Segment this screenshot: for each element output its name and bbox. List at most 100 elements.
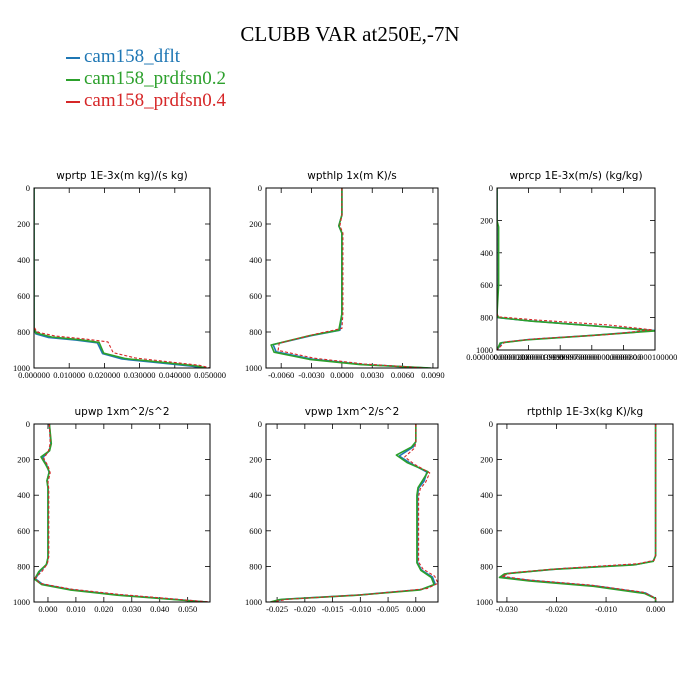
y-tick-label: 0 bbox=[258, 419, 262, 429]
x-tick-label: 0.040 bbox=[150, 604, 169, 614]
y-tick-label: 400 bbox=[480, 248, 493, 258]
x-tick-label: 0.000100000 bbox=[633, 352, 678, 362]
x-tick-label: 0.000000 bbox=[18, 370, 50, 380]
x-tick-label: -0.020 bbox=[294, 604, 316, 614]
y-tick-label: 800 bbox=[249, 561, 262, 571]
x-tick-label: -0.010 bbox=[595, 604, 617, 614]
x-tick-label: 0.020 bbox=[94, 604, 113, 614]
x-tick-label: 0.020000 bbox=[88, 370, 120, 380]
panel-title: wpthlp 1x(m K)/s bbox=[307, 170, 397, 182]
y-tick-label: 200 bbox=[480, 455, 493, 465]
x-tick-label: 0.050000 bbox=[194, 370, 226, 380]
series-line-cam158_prdfsn0.2 bbox=[270, 424, 435, 602]
x-tick-label: 0.050 bbox=[178, 604, 197, 614]
y-tick-label: 1000 bbox=[13, 597, 30, 607]
y-tick-label: 0 bbox=[26, 419, 30, 429]
x-tick-label: 0.0000800 bbox=[605, 352, 641, 362]
series-group bbox=[34, 188, 210, 368]
panel-1: wprtp 1E-3x(m kg)/(s kg) 0 200 400 600 800 100… bbox=[13, 170, 226, 380]
series-line-cam158_prdfsn0.2 bbox=[270, 188, 431, 368]
series-group bbox=[497, 188, 655, 350]
legend-item-prdfsn02: cam158_prdfsn0.2 bbox=[66, 68, 226, 90]
y-tick-label: 0 bbox=[258, 183, 262, 193]
panel-frame bbox=[33, 187, 211, 369]
series-line-cam158_prdfsn0.4 bbox=[34, 188, 210, 368]
panel-title: wprtp 1E-3x(m kg)/(s kg) bbox=[56, 170, 187, 182]
x-tick-label: 0.0060 bbox=[391, 370, 414, 380]
x-tick-label: 0.0090 bbox=[421, 370, 444, 380]
y-tick-label: 0 bbox=[489, 183, 493, 193]
y-tick-label: 600 bbox=[17, 291, 30, 301]
legend-swatch bbox=[66, 56, 80, 59]
legend-label: cam158_dflt bbox=[84, 46, 181, 67]
panel-4: upwp 1xm^2/s^2 0 200 400 600 800 1000 0.000 0.01… bbox=[13, 406, 211, 614]
legend-item-dflt: cam158_dflt bbox=[66, 46, 226, 68]
series-line-cam158_prdfsn0.4 bbox=[497, 188, 653, 350]
series-line-cam158_dflt bbox=[34, 188, 204, 368]
y-tick-label: 0 bbox=[489, 419, 493, 429]
series-line-cam158_dflt bbox=[501, 424, 657, 602]
figure-title: CLUBB VAR at250E,-7N bbox=[240, 22, 460, 46]
y-tick-label: 200 bbox=[480, 215, 493, 225]
panel-title: vpwp 1xm^2/s^2 bbox=[305, 406, 400, 418]
y-tick-label: 400 bbox=[480, 490, 493, 500]
y-tick-label: 200 bbox=[17, 455, 30, 465]
panel-frame bbox=[265, 187, 439, 369]
x-tick-label: 0.000 bbox=[406, 604, 425, 614]
panel-2: wpthlp 1x(m K)/s 0 200 400 600 800 1000 -0.0060… bbox=[245, 170, 445, 380]
legend-swatch bbox=[66, 100, 80, 103]
y-tick-label: 800 bbox=[17, 561, 30, 571]
series-line-cam158_dflt bbox=[272, 188, 428, 368]
panel-frame bbox=[265, 423, 439, 603]
series-line-cam158_dflt bbox=[497, 188, 655, 350]
y-tick-label: 400 bbox=[17, 490, 30, 500]
series-group bbox=[270, 424, 438, 602]
y-tick-label: 200 bbox=[249, 219, 262, 229]
y-tick-label: 400 bbox=[249, 490, 262, 500]
y-tick-label: 400 bbox=[17, 255, 30, 265]
series-group bbox=[270, 188, 431, 368]
series-line-cam158_prdfsn0.4 bbox=[501, 424, 657, 602]
y-tick-label: 800 bbox=[17, 327, 30, 337]
panel-title: upwp 1xm^2/s^2 bbox=[75, 406, 170, 418]
x-tick-label: 0.0000 bbox=[330, 370, 353, 380]
x-tick-label: 0.010 bbox=[66, 604, 85, 614]
y-tick-label: 200 bbox=[249, 455, 262, 465]
legend: cam158_dflt cam158_prdfsn0.2 cam158_prdf… bbox=[66, 46, 226, 112]
x-tick-label: 0.000020000010000 bbox=[494, 352, 564, 362]
series-line-cam158_prdfsn0.2 bbox=[497, 188, 655, 350]
y-tick-label: 800 bbox=[249, 327, 262, 337]
panel-3: wprcp 1E-3x(m/s) (kg/kg) 0 200 400 600 800 100… bbox=[466, 170, 677, 362]
legend-label: cam158_prdfsn0.2 bbox=[84, 68, 226, 89]
x-tick-label: -0.005 bbox=[377, 604, 399, 614]
y-tick-label: 600 bbox=[480, 526, 493, 536]
series-line-cam158_prdfsn0.4 bbox=[277, 188, 425, 368]
legend-swatch bbox=[66, 78, 80, 81]
y-tick-label: 400 bbox=[249, 255, 262, 265]
y-tick-label: 600 bbox=[480, 280, 493, 290]
series-line-cam158_prdfsn0.4 bbox=[34, 424, 210, 602]
panel-frame bbox=[496, 187, 656, 351]
series-line-cam158_prdfsn0.2 bbox=[34, 424, 207, 602]
x-tick-label: -0.030 bbox=[496, 604, 518, 614]
y-tick-label: 1000 bbox=[245, 597, 262, 607]
x-tick-label: 0.030000 bbox=[124, 370, 156, 380]
x-tick-label: 0.040000 bbox=[159, 370, 191, 380]
x-tick-label: -0.010 bbox=[349, 604, 371, 614]
y-tick-label: 800 bbox=[480, 313, 493, 323]
x-tick-label: 0.000 bbox=[646, 604, 665, 614]
series-line-cam158_dflt bbox=[271, 424, 437, 602]
legend-label: cam158_prdfsn0.4 bbox=[84, 90, 226, 111]
panel-6: rtpthlp 1E-3x(kg K)/kg02004006008001000-… bbox=[476, 406, 674, 614]
y-tick-label: 600 bbox=[249, 526, 262, 536]
series-group bbox=[498, 424, 657, 602]
panel-5: vpwp 1xm^2/s^2 0 200 400 600 800 1000 -0.025 -0.… bbox=[245, 406, 439, 614]
y-tick-label: 200 bbox=[17, 219, 30, 229]
panel-frame bbox=[496, 423, 674, 603]
x-tick-label: 0.0000000000000 bbox=[466, 352, 528, 362]
series-line-cam158_dflt bbox=[34, 424, 208, 602]
x-tick-label: 0.00003999999700000 bbox=[521, 352, 600, 362]
x-tick-label: -0.015 bbox=[322, 604, 344, 614]
panel-title: wprcp 1E-3x(m/s) (kg/kg) bbox=[509, 170, 642, 182]
x-tick-label: -0.020 bbox=[546, 604, 568, 614]
